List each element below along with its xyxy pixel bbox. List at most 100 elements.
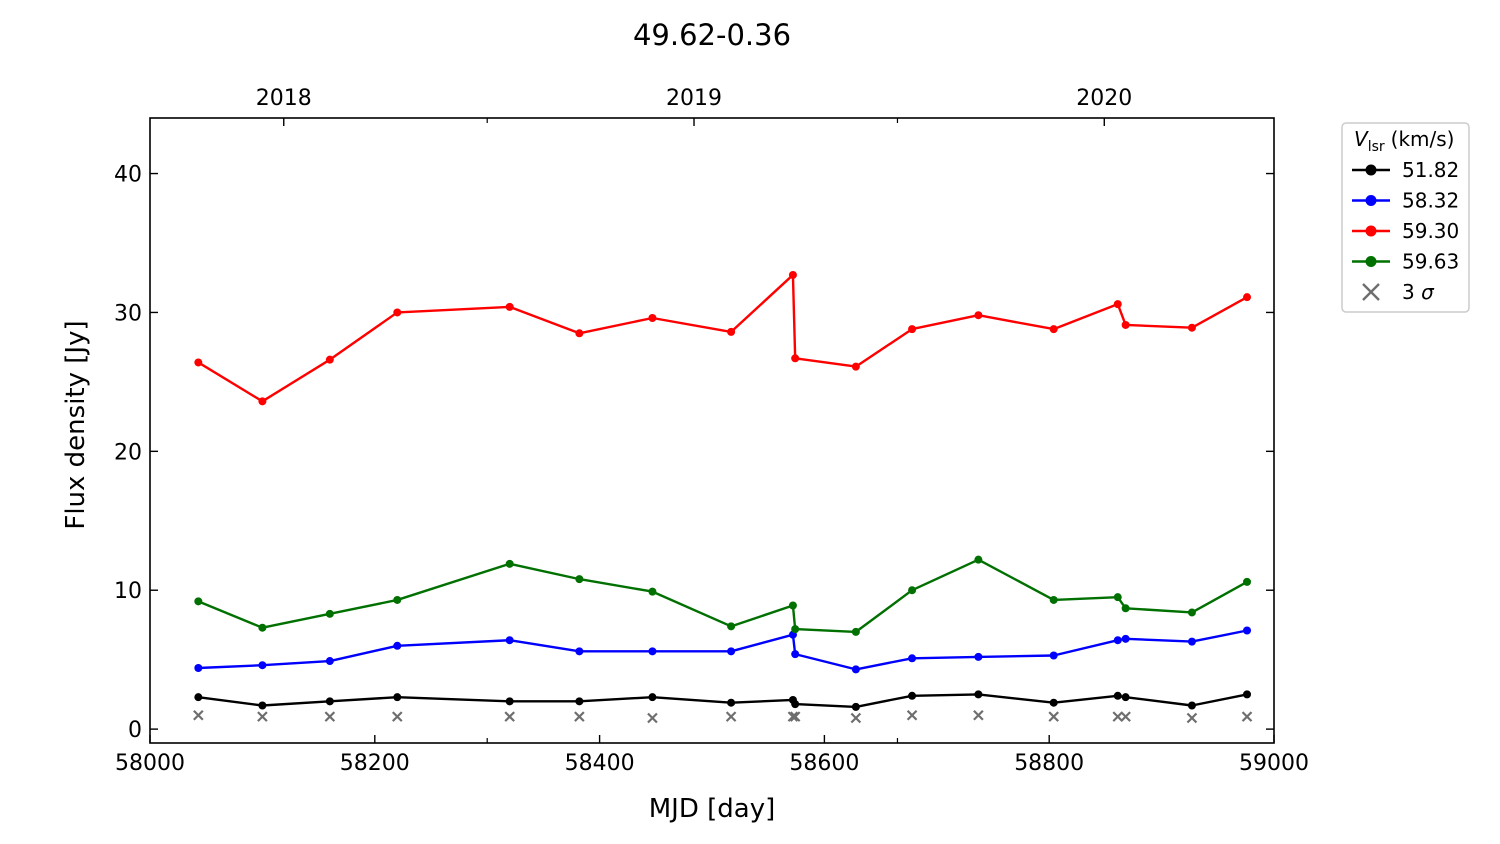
series-line-58.32 <box>198 629 1248 671</box>
data-point-59.63 <box>575 575 584 584</box>
top-year-label: 2018 <box>256 86 312 111</box>
plot-series <box>194 270 1252 711</box>
data-point-51.82 <box>1187 701 1196 710</box>
data-point-58.32 <box>851 665 860 674</box>
sigma-marker <box>787 711 799 722</box>
data-point-59.30 <box>851 362 860 371</box>
data-point-59.30 <box>974 311 983 320</box>
data-point-51.82 <box>791 700 800 709</box>
legend-marker <box>1365 195 1377 206</box>
data-point-59.30 <box>575 329 584 338</box>
data-point-59.63 <box>194 597 203 606</box>
top-year-label: 2020 <box>1076 86 1132 111</box>
data-point-51.82 <box>1113 691 1122 700</box>
legend-marker <box>1365 225 1377 237</box>
data-point-59.30 <box>505 302 514 311</box>
data-point-58.32 <box>194 664 203 672</box>
legend-x-marker <box>1362 283 1380 301</box>
data-point-59.30 <box>648 314 657 322</box>
data-point-59.63 <box>325 609 334 618</box>
data-point-58.32 <box>1049 651 1058 660</box>
data-point-58.32 <box>258 661 267 670</box>
data-point-59.63 <box>1113 593 1122 602</box>
sigma-marker <box>906 709 918 721</box>
data-point-51.82 <box>1243 690 1252 699</box>
data-point-51.82 <box>648 693 657 702</box>
data-point-59.63 <box>1049 595 1058 604</box>
data-point-59.30 <box>908 325 917 334</box>
sigma-marker <box>574 711 585 722</box>
sigma-marker <box>504 711 515 722</box>
legend-label: 59.63 <box>1402 250 1459 274</box>
sigma-marker <box>1112 711 1124 722</box>
data-point-59.63 <box>648 587 657 596</box>
data-point-59.30 <box>194 358 203 367</box>
legend-entry-3sigma: 3 σ <box>1362 280 1435 304</box>
series-line-51.82 <box>198 693 1248 709</box>
data-point-59.63 <box>505 559 514 568</box>
y-tick-label: 0 <box>128 718 142 743</box>
x-tick-label: 58400 <box>565 751 635 776</box>
sigma-markers <box>193 709 1253 724</box>
sigma-marker <box>257 711 268 722</box>
x-axis: 58000 58200 58400 58600 58800 59000 <box>115 735 1309 776</box>
data-point-59.63 <box>1121 604 1130 613</box>
data-point-51.82 <box>1049 698 1058 707</box>
data-point-59.63 <box>1187 608 1196 617</box>
y-tick-label: 10 <box>114 579 142 604</box>
data-point-58.32 <box>505 636 514 645</box>
sigma-marker <box>789 711 801 722</box>
sigma-marker <box>392 711 403 722</box>
data-point-51.82 <box>974 690 983 699</box>
data-point-51.82 <box>908 691 917 700</box>
legend-title-v: V <box>1354 127 1369 151</box>
data-point-59.63 <box>974 555 983 564</box>
data-point-59.30 <box>727 327 736 336</box>
data-point-58.32 <box>325 657 334 666</box>
data-point-51.82 <box>851 702 860 711</box>
x-tick-label: 58800 <box>1014 751 1084 776</box>
data-point-59.30 <box>1121 320 1130 329</box>
sigma-marker <box>973 709 984 721</box>
legend-label: 51.82 <box>1402 158 1459 182</box>
legend-entry-59.30: 59.30 <box>1352 219 1459 243</box>
data-point-59.30 <box>1187 323 1196 332</box>
sigma-marker <box>850 712 862 724</box>
sigma-marker <box>1048 711 1059 722</box>
legend-entries: 51.82 58.32 59.30 59.63 3 σ <box>1352 158 1459 304</box>
data-point-51.82 <box>575 697 584 706</box>
data-point-59.63 <box>393 595 402 604</box>
data-point-59.63 <box>788 601 797 610</box>
legend-marker <box>1365 256 1377 267</box>
y-tick-label: 40 <box>114 163 142 188</box>
legend-title-unit: (km/s) <box>1391 127 1455 151</box>
data-point-58.32 <box>791 650 800 659</box>
sigma-marker <box>1120 711 1131 722</box>
legend-title-sub: lsr <box>1368 139 1385 155</box>
data-point-51.82 <box>1121 693 1130 702</box>
data-point-59.30 <box>393 308 402 317</box>
data-point-58.32 <box>648 647 657 656</box>
x-tick-label: 58200 <box>340 751 410 776</box>
data-point-58.32 <box>1121 634 1130 643</box>
x-tick-label: 59000 <box>1239 751 1309 776</box>
series-line-59.30 <box>197 273 1248 403</box>
legend-entry-51.82: 51.82 <box>1352 158 1459 182</box>
data-point-59.63 <box>851 627 860 636</box>
sigma-marker <box>1186 712 1198 724</box>
data-point-58.32 <box>575 647 584 656</box>
data-point-59.30 <box>1113 300 1122 309</box>
sigma-marker <box>1241 711 1253 722</box>
data-point-59.63 <box>258 623 267 632</box>
legend-title: Vlsr (km/s) <box>1354 127 1454 155</box>
data-point-59.63 <box>1243 577 1252 586</box>
data-point-58.32 <box>727 647 736 656</box>
data-point-59.63 <box>727 622 736 631</box>
data-point-51.82 <box>393 693 402 702</box>
data-point-58.32 <box>1113 636 1122 645</box>
x-tick-label: 58600 <box>789 751 859 776</box>
data-point-59.30 <box>791 354 800 363</box>
sigma-marker <box>193 709 204 721</box>
y-tick-label: 30 <box>114 301 142 326</box>
